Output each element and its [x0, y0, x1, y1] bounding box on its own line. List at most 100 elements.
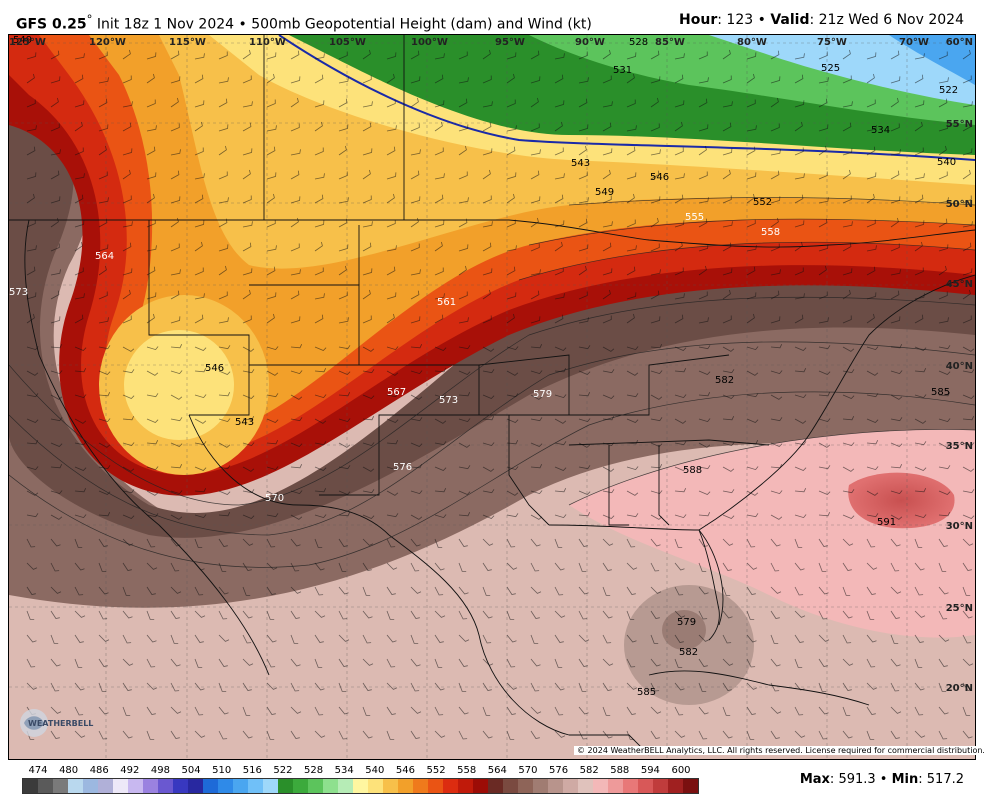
wind-barb — [26, 52, 37, 60]
wind-barb — [602, 586, 611, 596]
wind-barb — [386, 370, 399, 376]
wind-barb — [482, 268, 493, 276]
wind-barb — [674, 267, 684, 276]
wind-barb — [98, 98, 108, 108]
wind-barb — [794, 466, 807, 471]
wind-barb — [482, 169, 491, 180]
wind-barb — [650, 442, 663, 447]
wind-barb — [818, 418, 831, 423]
wind-barb — [746, 73, 755, 84]
wind-barb — [506, 706, 516, 715]
contour-label-22: 579 — [533, 389, 552, 400]
wind-barb — [770, 586, 782, 594]
wind-barb — [482, 634, 492, 644]
wind-barb — [506, 172, 517, 180]
wind-barb — [434, 610, 446, 618]
wind-barb — [794, 418, 807, 424]
wind-barb — [578, 562, 587, 572]
wind-barb — [146, 706, 156, 715]
wind-barb — [74, 441, 87, 446]
wind-barb — [26, 393, 39, 398]
wind-barb — [698, 218, 708, 228]
wind-barb — [26, 73, 35, 84]
wind-barb — [410, 490, 423, 495]
wind-barb — [530, 344, 543, 349]
wind-barb — [866, 634, 877, 643]
wind-barb — [338, 124, 349, 132]
wind-barb — [602, 514, 615, 519]
wind-barb — [866, 466, 879, 471]
wind-barb — [338, 51, 348, 60]
wind-barb — [914, 586, 924, 596]
legend-swatch — [53, 779, 68, 793]
contour-label-24: 585 — [931, 387, 950, 398]
wind-barb — [770, 394, 783, 400]
wind-barb — [914, 658, 923, 668]
wind-barb — [170, 490, 183, 495]
wind-barb — [26, 610, 35, 620]
wind-barb — [290, 217, 299, 228]
wind-barb — [914, 241, 923, 252]
wind-barb — [482, 682, 492, 691]
wind-barb — [602, 315, 612, 324]
weather-map[interactable]: 549 528 531 525 534 522 540 543 546 549 … — [8, 34, 976, 760]
wind-barb — [290, 706, 302, 714]
wind-barb — [218, 345, 231, 350]
wind-barb — [938, 51, 948, 60]
wind-barb — [266, 586, 276, 595]
legend-value-label: 570 — [518, 765, 538, 776]
wind-barb — [338, 197, 349, 204]
wind-barb — [842, 289, 851, 300]
wind-barb — [626, 292, 637, 300]
wind-barb — [434, 241, 443, 252]
wind-barb — [146, 658, 156, 668]
wind-barb — [602, 122, 612, 132]
wind-barb — [578, 658, 588, 667]
wind-barb — [698, 345, 711, 350]
wind-barb — [938, 538, 948, 547]
wind-barb — [842, 242, 852, 252]
wind-barb — [650, 149, 661, 156]
wind-barb — [74, 682, 85, 691]
wind-barb — [962, 101, 973, 108]
wind-barb — [938, 345, 951, 350]
wind-barb — [314, 514, 327, 519]
wind-barb — [314, 706, 324, 716]
wind-barb — [698, 658, 708, 667]
wind-barb — [554, 194, 564, 204]
wind-barb — [74, 658, 83, 668]
wind-barb — [122, 394, 135, 399]
wind-barb — [482, 562, 492, 571]
wind-barb — [74, 488, 87, 493]
legend-value-label: 486 — [89, 765, 109, 776]
wind-barb — [890, 442, 903, 447]
wind-barb — [818, 586, 829, 595]
wind-barb — [482, 416, 495, 421]
wind-barb — [410, 394, 423, 400]
wind-barb — [578, 145, 587, 156]
wind-barb — [458, 465, 471, 470]
wind-barb — [818, 512, 831, 517]
wind-barb — [794, 562, 805, 571]
wind-barb — [554, 220, 565, 228]
wind-barb — [122, 268, 133, 276]
wind-barb — [842, 514, 855, 519]
wind-barb — [98, 586, 109, 595]
legend-swatch — [548, 779, 563, 793]
wind-barb — [602, 101, 613, 108]
wind-barb — [194, 74, 204, 84]
wind-barb — [962, 221, 973, 228]
wind-barb — [338, 98, 348, 108]
wind-barb — [122, 169, 131, 180]
wind-barb — [338, 634, 350, 642]
wind-barb — [122, 610, 133, 619]
wind-barb — [242, 682, 252, 691]
contour-label-14: 564 — [95, 251, 114, 262]
wind-barb — [530, 682, 540, 692]
wind-barb — [914, 74, 924, 84]
wind-barb — [122, 122, 132, 132]
wind-barb — [554, 706, 564, 716]
legend-value-label: 534 — [334, 765, 354, 776]
wind-barb — [194, 682, 205, 691]
wind-barb — [50, 610, 60, 619]
